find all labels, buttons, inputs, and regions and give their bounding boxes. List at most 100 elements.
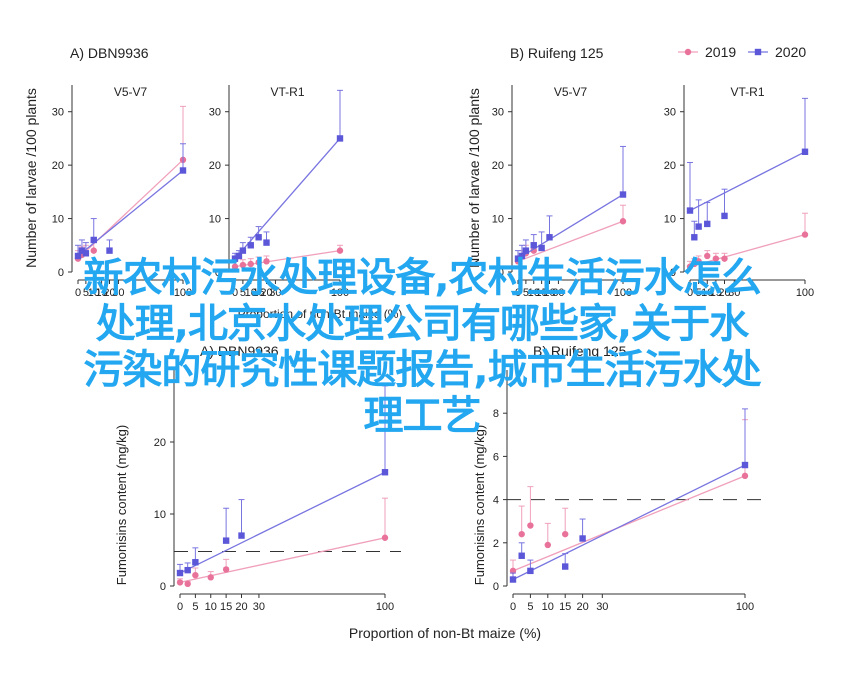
point-2019: [247, 260, 254, 268]
x-tick-label: 15: [559, 601, 571, 613]
point-2019: [530, 247, 537, 254]
point-2020: [522, 247, 530, 254]
y-tick-label: 0: [160, 581, 166, 593]
point-2019: [90, 247, 97, 254]
x-tick-label: 100: [614, 287, 632, 299]
point-2019: [619, 218, 627, 225]
x-axis-label-top: Proportion of non-Bt maize (%): [238, 307, 403, 321]
panel-title: A) DBN9936: [200, 343, 279, 359]
point-2019: [239, 261, 247, 269]
y-tick-label: 20: [664, 160, 676, 172]
point-2020: [686, 207, 694, 214]
x-tick-label: 15: [710, 287, 722, 299]
point-2020: [184, 566, 191, 574]
point-2020: [518, 552, 525, 559]
point-2019: [527, 522, 534, 529]
point-2020: [741, 461, 749, 469]
y-tick-label: 30: [209, 107, 221, 119]
point-2020: [579, 535, 586, 542]
y-tick-label: 0: [670, 267, 676, 279]
x-tick-label: 5: [523, 287, 529, 299]
x-tick-label: 10: [528, 287, 540, 299]
point-2019: [712, 255, 720, 262]
y-axis-label: Number of larvae /100 plants: [23, 88, 39, 268]
panel-title: B) Ruifeng 125: [533, 343, 627, 359]
point-2019: [721, 255, 728, 262]
legend-label-2020: 2020: [775, 44, 806, 60]
x-tick-label: 15: [253, 287, 265, 299]
y-tick-label: 10: [154, 509, 166, 521]
x-tick-label: 15: [96, 287, 108, 299]
overlay-line-3: 污染的研究性课题报告,城市生活污水处: [83, 347, 761, 393]
series-line-2019: [517, 220, 624, 262]
x-tick-label: 20: [103, 287, 115, 299]
y-tick-label: 20: [209, 160, 221, 172]
point-2020: [222, 537, 230, 544]
series-line-2020: [179, 471, 386, 574]
x-tick-label: 5: [83, 287, 89, 299]
x-tick-label: 30: [596, 601, 608, 613]
y-tick-label: 6: [493, 451, 499, 463]
point-2019: [518, 530, 525, 538]
point-2020: [255, 234, 262, 241]
x-tick-label: 0: [687, 287, 693, 299]
x-tick-label: 0: [75, 287, 81, 299]
point-2020: [74, 252, 82, 260]
series-line-2020: [512, 464, 746, 581]
x-tick-label: 20: [235, 601, 247, 613]
x-tick-label: 20: [543, 287, 555, 299]
point-2020: [801, 148, 809, 155]
x-tick-label: 0: [232, 287, 238, 299]
x-tick-label: 10: [88, 287, 100, 299]
legend-marker-2020: [754, 48, 762, 56]
x-tick-label: 100: [736, 601, 754, 613]
y-tick-label: 0: [498, 267, 504, 279]
x-tick-label: 10: [245, 287, 257, 299]
point-2019: [192, 572, 199, 579]
series-line-2020: [689, 151, 806, 212]
point-2020: [247, 242, 254, 249]
y-tick-label: 10: [664, 214, 676, 226]
point-2020: [527, 567, 534, 575]
y-tick-label: 0: [215, 267, 221, 279]
x-tick-label: 0: [515, 287, 521, 299]
y-tick-label: 20: [154, 437, 166, 449]
series-line-2020: [234, 138, 341, 260]
subplot-title: VT-R1: [730, 85, 764, 99]
point-2019: [544, 541, 551, 549]
point-2020: [231, 255, 239, 262]
subplot-title: VT-R1: [270, 85, 304, 99]
point-2020: [106, 247, 113, 254]
point-2020: [78, 247, 86, 254]
legend-marker-2019: [684, 48, 692, 56]
x-tick-label: 10: [542, 601, 554, 613]
point-2019: [801, 231, 809, 238]
x-tick-label: 5: [696, 287, 702, 299]
overlay-line-2: 处理,北京水处理公司有哪些家,关于水: [95, 301, 749, 347]
point-2019: [381, 534, 389, 541]
point-2020: [518, 252, 526, 260]
point-2019: [741, 472, 749, 480]
point-2019: [263, 258, 270, 265]
point-2020: [538, 244, 545, 252]
point-2020: [90, 236, 97, 244]
x-tick-label: 0: [510, 601, 516, 613]
point-2020: [619, 191, 627, 198]
x-tick-label: 30: [112, 287, 124, 299]
point-2020: [235, 252, 243, 260]
y-tick-label: 0: [58, 267, 64, 279]
y-tick-label: 4: [493, 495, 499, 507]
point-2019: [176, 579, 184, 586]
x-tick-label: 5: [192, 601, 198, 613]
x-tick-label: 20: [576, 601, 588, 613]
point-2020: [509, 576, 517, 583]
subplot-title: V5-V7: [554, 85, 588, 99]
overlay-headline: 新农村污水处理设备,农村生活污水怎么 处理,北京水处理公司有哪些家,关于水 污染…: [0, 255, 844, 439]
point-2020: [721, 212, 728, 220]
point-2020: [263, 239, 270, 246]
point-2020: [176, 569, 184, 577]
point-2019: [207, 574, 214, 581]
point-2020: [514, 255, 522, 262]
point-2019: [509, 567, 517, 575]
